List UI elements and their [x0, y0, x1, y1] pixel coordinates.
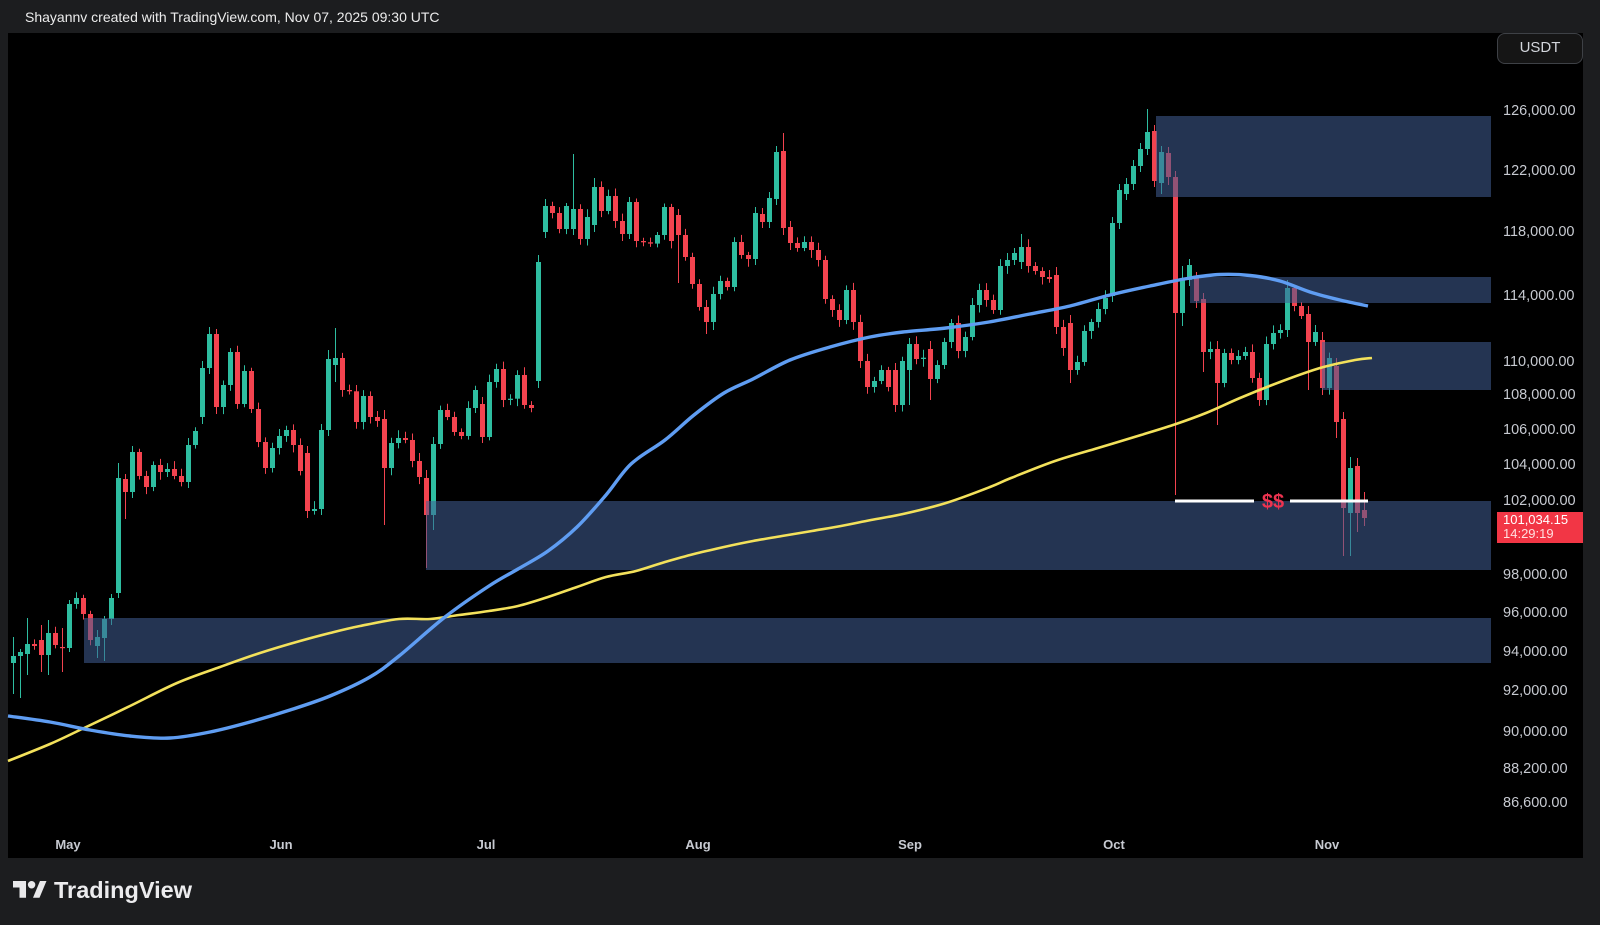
svg-text:Oct: Oct — [1103, 837, 1125, 852]
svg-text:88,200.00: 88,200.00 — [1503, 761, 1568, 777]
svg-text:104,000.00: 104,000.00 — [1503, 457, 1576, 473]
svg-text:86,600.00: 86,600.00 — [1503, 795, 1568, 811]
svg-text:98,000.00: 98,000.00 — [1503, 567, 1568, 583]
svg-text:126,000.00: 126,000.00 — [1503, 103, 1576, 119]
svg-text:106,000.00: 106,000.00 — [1503, 422, 1576, 438]
svg-text:$$: $$ — [1262, 491, 1284, 513]
svg-text:118,000.00: 118,000.00 — [1503, 224, 1575, 240]
svg-text:114,000.00: 114,000.00 — [1503, 288, 1575, 304]
svg-text:96,000.00: 96,000.00 — [1503, 605, 1568, 621]
svg-text:Jun: Jun — [269, 837, 292, 852]
svg-text:Nov: Nov — [1315, 837, 1340, 852]
svg-text:Sep: Sep — [898, 837, 922, 852]
svg-text:May: May — [55, 837, 81, 852]
svg-text:92,000.00: 92,000.00 — [1503, 683, 1568, 699]
svg-text:Aug: Aug — [685, 837, 710, 852]
svg-text:94,000.00: 94,000.00 — [1503, 644, 1568, 660]
svg-text:110,000.00: 110,000.00 — [1503, 354, 1575, 370]
svg-text:102,000.00: 102,000.00 — [1503, 493, 1576, 509]
svg-text:108,000.00: 108,000.00 — [1503, 387, 1576, 403]
svg-text:90,000.00: 90,000.00 — [1503, 724, 1568, 740]
svg-text:122,000.00: 122,000.00 — [1503, 163, 1576, 179]
svg-text:Jul: Jul — [477, 837, 496, 852]
